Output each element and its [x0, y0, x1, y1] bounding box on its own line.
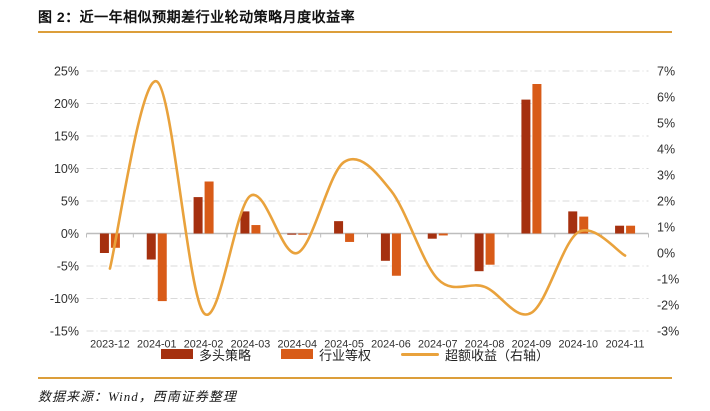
- x-axis-label: 2024-06: [371, 339, 411, 351]
- bar-long-strategy: [615, 225, 625, 234]
- left-axis-label: 0%: [61, 227, 79, 241]
- right-axis-label: 7%: [657, 65, 675, 79]
- right-axis-label: 2%: [657, 195, 675, 209]
- x-axis-label: 2024-09: [512, 339, 552, 351]
- bar-long-strategy: [568, 211, 578, 234]
- bar-industry-equal: [438, 233, 448, 236]
- x-axis-label: 2024-02: [184, 339, 224, 351]
- right-axis-label: 0%: [657, 247, 675, 261]
- right-axis-label: 4%: [657, 143, 675, 157]
- bar-industry-equal: [626, 225, 636, 234]
- right-axis-label: 3%: [657, 169, 675, 183]
- legend-label: 超额收益（右轴）: [445, 347, 550, 363]
- bar-long-strategy: [521, 99, 531, 234]
- left-axis-label: 20%: [54, 97, 79, 111]
- data-source: 数据来源：Wind，西南证券整理: [38, 389, 237, 404]
- bar-industry-equal: [204, 181, 214, 234]
- legend-label: 多头策略: [198, 347, 251, 363]
- x-axis-label: 2024-04: [277, 339, 317, 351]
- bar-industry-equal: [298, 233, 308, 235]
- x-axis-label: 2024-01: [137, 339, 177, 351]
- right-axis-label: 5%: [657, 117, 675, 131]
- left-axis-label: -15%: [50, 325, 79, 339]
- bar-industry-equal: [345, 233, 355, 242]
- title-divider: [38, 31, 672, 33]
- bar-long-strategy: [474, 233, 484, 272]
- left-axis-label: -10%: [50, 292, 79, 306]
- excess-return-line: [108, 80, 627, 317]
- industry-equal-swatch: [280, 349, 313, 359]
- x-axis-label: 2024-10: [558, 339, 598, 351]
- bar-long-strategy: [146, 233, 156, 260]
- left-axis-label: -5%: [57, 260, 79, 274]
- excess-return-line-swatch: [401, 352, 439, 356]
- bar-industry-equal: [532, 84, 542, 234]
- bar-long-strategy: [99, 233, 109, 253]
- bar-long-strategy: [380, 233, 390, 261]
- left-axis-label: 5%: [61, 195, 79, 209]
- x-axis-label: 2024-05: [324, 339, 364, 351]
- x-axis-label: 2023-12: [90, 339, 130, 351]
- x-axis-label: 2024-07: [418, 339, 458, 351]
- legend-item-industry-equal: 行业等权: [280, 345, 371, 364]
- bar-industry-equal: [485, 233, 495, 265]
- x-axis-label: 2024-08: [465, 339, 505, 351]
- bar-industry-equal: [251, 225, 261, 234]
- left-axis-label: 15%: [54, 130, 79, 144]
- bar-long-strategy: [193, 197, 203, 234]
- right-axis-label: -2%: [657, 299, 679, 313]
- figure-title: 图 2：近一年相似预期差行业轮动策略月度收益率: [38, 9, 356, 25]
- bar-long-strategy: [427, 233, 437, 239]
- legend-item-long-strategy: 多头策略: [160, 345, 251, 364]
- chart-area: -15% -10% -5% 0% 5% 10% 15% 20% 25% -3% -2% -1% 0% 1%…: [0, 36, 710, 351]
- x-axis-label: 2024-03: [231, 339, 271, 351]
- legend: 多头策略 行业等权 超额收益（右轴）: [0, 344, 710, 364]
- bar-long-strategy: [287, 233, 297, 235]
- chart-svg: -15% -10% -5% 0% 5% 10% 15% 20% 25% -3% -2% -1% 0% 1%…: [50, 65, 679, 351]
- legend-item-excess-return: 超额收益（右轴）: [401, 345, 549, 364]
- right-axis-label: 1%: [657, 221, 675, 235]
- bar-industry-equal: [157, 233, 167, 302]
- right-axis-label: 6%: [657, 91, 675, 105]
- footer-divider: [38, 377, 672, 379]
- legend-label: 行业等权: [318, 347, 371, 363]
- left-axis-label: 10%: [54, 162, 79, 176]
- bar-industry-equal: [579, 216, 589, 234]
- right-axis-label: -1%: [657, 273, 679, 287]
- bar-long-strategy: [334, 221, 344, 234]
- x-axis-label: 2024-11: [606, 339, 645, 351]
- right-axis-label: -3%: [657, 325, 679, 339]
- long-strategy-swatch: [160, 349, 193, 359]
- bar-industry-equal: [391, 233, 401, 276]
- left-axis-label: 25%: [54, 65, 79, 79]
- bar-long-strategy: [240, 211, 250, 234]
